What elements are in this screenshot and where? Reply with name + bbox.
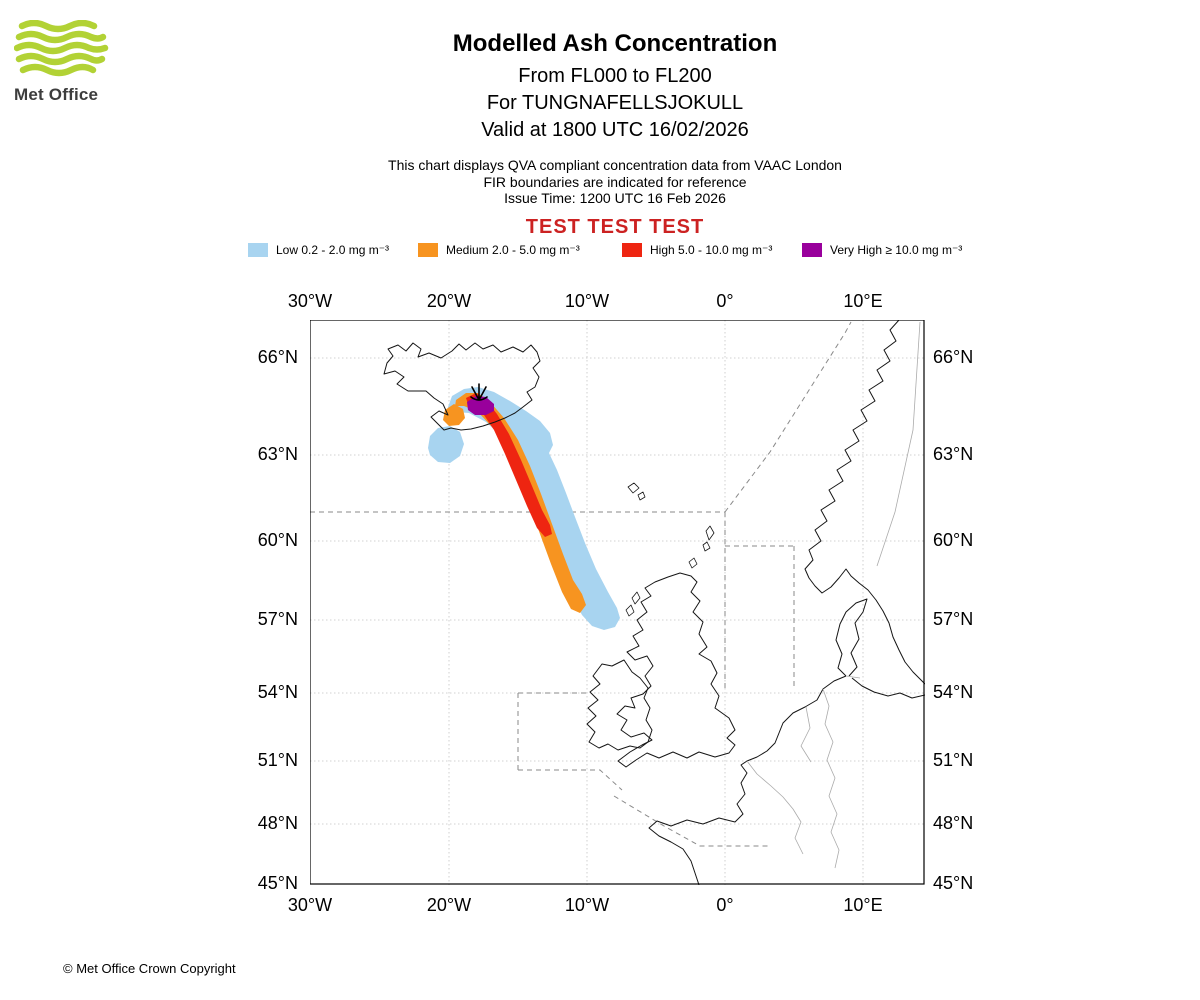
notes-block: This chart displays QVA compliant concen… bbox=[315, 157, 915, 207]
legend-swatch-medium bbox=[418, 243, 438, 257]
lat-label-right: 66°N bbox=[933, 347, 974, 367]
small-islands-coastline bbox=[625, 482, 715, 617]
logo-wave bbox=[13, 41, 109, 55]
lon-label-top: 10°W bbox=[564, 291, 610, 311]
lon-label-bottom: 10°E bbox=[843, 895, 883, 915]
lat-label-left: 63°N bbox=[257, 444, 298, 464]
lon-label-bottom: 0° bbox=[716, 895, 734, 915]
lat-label-right: 54°N bbox=[933, 682, 974, 702]
logo-wave bbox=[15, 52, 106, 66]
legend-label-very-high: Very High ≥ 10.0 mg m⁻³ bbox=[830, 243, 963, 257]
lon-label-top: 10°E bbox=[843, 291, 883, 311]
ash-contour-low-west bbox=[428, 426, 464, 463]
baltic-coastline bbox=[851, 677, 925, 699]
lat-label-left: 60°N bbox=[257, 530, 298, 550]
lon-label-bottom: 20°W bbox=[426, 895, 472, 915]
lat-label-right: 51°N bbox=[933, 750, 974, 770]
logo-wave bbox=[15, 30, 107, 44]
lon-label-top: 0° bbox=[716, 291, 734, 311]
met-office-logo-waves-icon bbox=[13, 19, 109, 77]
lat-label-left: 48°N bbox=[257, 813, 298, 833]
subtitle-block: From FL000 to FL200 For TUNGNAFELLSJOKUL… bbox=[315, 63, 915, 144]
lat-label-right: 45°N bbox=[933, 873, 974, 893]
legend-item-very-high: Very High ≥ 10.0 mg m⁻³ bbox=[802, 243, 962, 257]
lat-label-right: 63°N bbox=[933, 444, 974, 464]
legend-label-low: Low 0.2 - 2.0 mg m⁻³ bbox=[276, 243, 390, 257]
denmark-coastline bbox=[835, 598, 868, 677]
subtitle-volcano: For TUNGNAFELLSJOKULL bbox=[486, 92, 744, 114]
legend-label-high: High 5.0 - 10.0 mg m⁻³ bbox=[650, 243, 773, 257]
note-issue-time: Issue Time: 1200 UTC 16 Feb 2026 bbox=[504, 190, 726, 206]
legend-label-medium: Medium 2.0 - 5.0 mg m⁻³ bbox=[446, 243, 580, 257]
iceland-coastline bbox=[383, 342, 541, 431]
lon-label-top: 20°W bbox=[426, 291, 472, 311]
met-office-logo: Met Office bbox=[13, 19, 124, 105]
lat-label-left: 66°N bbox=[257, 347, 298, 367]
ash-contour-medium-west bbox=[443, 404, 465, 426]
map-frame bbox=[310, 320, 925, 885]
axis-ticks bbox=[310, 320, 925, 885]
ash-contour-medium bbox=[455, 393, 586, 613]
subtitle-flight-levels: From FL000 to FL200 bbox=[518, 65, 712, 87]
lon-label-bottom: 10°W bbox=[564, 895, 610, 915]
legend-swatch-very-high bbox=[802, 243, 822, 257]
legend-item-medium: Medium 2.0 - 5.0 mg m⁻³ bbox=[418, 243, 580, 257]
ireland-coastline bbox=[586, 659, 653, 751]
country-borders bbox=[746, 321, 921, 869]
legend-item-high: High 5.0 - 10.0 mg m⁻³ bbox=[622, 243, 772, 257]
fir-boundaries bbox=[310, 321, 852, 847]
note-qva: This chart displays QVA compliant concen… bbox=[388, 157, 842, 173]
legend-swatch-high bbox=[622, 243, 642, 257]
lon-label-bottom: 30°W bbox=[287, 895, 333, 915]
ash-contour-very-high bbox=[467, 396, 494, 415]
test-banner: TEST TEST TEST bbox=[525, 216, 705, 238]
lat-label-right: 60°N bbox=[933, 530, 974, 550]
legend-item-low: Low 0.2 - 2.0 mg m⁻³ bbox=[248, 243, 389, 257]
norway-coastline bbox=[804, 320, 925, 685]
ash-contour-low bbox=[447, 387, 620, 630]
lat-label-left: 54°N bbox=[257, 682, 298, 702]
page-title: Modelled Ash Concentration bbox=[452, 30, 778, 57]
lat-label-right: 48°N bbox=[933, 813, 974, 833]
note-fir: FIR boundaries are indicated for referen… bbox=[483, 173, 747, 190]
met-office-logo-text: Met Office bbox=[14, 85, 99, 104]
continental-europe-coastline bbox=[648, 675, 847, 885]
volcano-symbol-icon bbox=[470, 383, 488, 401]
latitude-gridlines bbox=[310, 357, 925, 825]
ash-concentration-map bbox=[310, 320, 925, 885]
logo-wave bbox=[19, 63, 97, 77]
legend-swatch-low bbox=[248, 243, 268, 257]
lat-label-right: 57°N bbox=[933, 609, 974, 629]
lat-label-left: 51°N bbox=[257, 750, 298, 770]
copyright-notice: © Met Office Crown Copyright bbox=[63, 961, 236, 976]
subtitle-valid-time: Valid at 1800 UTC 16/02/2026 bbox=[481, 119, 749, 141]
lat-label-left: 45°N bbox=[257, 873, 298, 893]
logo-wave bbox=[18, 19, 98, 33]
great-britain-coastline bbox=[616, 572, 736, 768]
ash-contour-high bbox=[466, 393, 552, 537]
lat-label-left: 57°N bbox=[257, 609, 298, 629]
lon-label-top: 30°W bbox=[287, 291, 333, 311]
